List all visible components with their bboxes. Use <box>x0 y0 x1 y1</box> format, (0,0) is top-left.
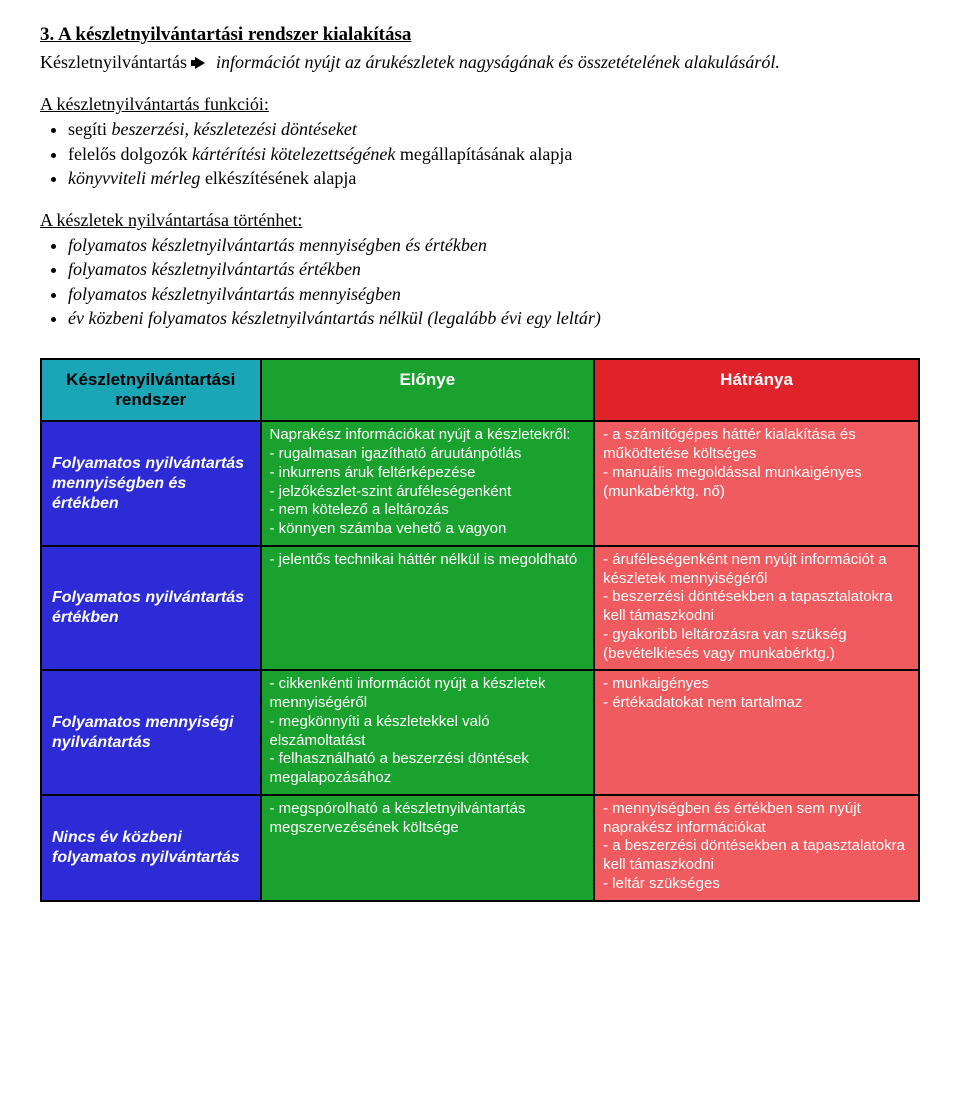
comparison-table: Készletnyilvántartási rendszer Előnye Há… <box>40 358 920 901</box>
list-item: folyamatos készletnyilvántartás mennyisé… <box>68 233 920 257</box>
table-row: Nincs év közbeni folyamatos nyilvántartá… <box>41 795 919 901</box>
advantage-cell: - cikkenkénti információt nyújt a készle… <box>261 670 595 795</box>
list-item: folyamatos készletnyilvántartás értékben <box>68 257 920 281</box>
list-item: év közbeni folyamatos készletnyilvántart… <box>68 306 920 330</box>
disadvantage-cell: - a számítógépes háttér kialakítása és m… <box>594 421 919 546</box>
list-item: felelős dolgozók kártérítési kötelezetts… <box>68 142 920 166</box>
table-header-row: Készletnyilvántartási rendszer Előnye Há… <box>41 359 919 421</box>
table-row: Folyamatos nyilvántartás mennyiségben és… <box>41 421 919 546</box>
row-label: Folyamatos nyilvántartás értékben <box>41 546 261 671</box>
intro-paragraph: Készletnyilvántartás információt nyújt a… <box>40 50 920 74</box>
header-advantage: Előnye <box>261 359 595 421</box>
row-label: Folyamatos nyilvántartás mennyiségben és… <box>41 421 261 546</box>
header-system: Készletnyilvántartási rendszer <box>41 359 261 421</box>
methods-heading: A készletek nyilvántartása történhet: <box>40 210 920 231</box>
advantage-cell: - jelentős technikai háttér nélkül is me… <box>261 546 595 671</box>
arrow-icon <box>195 57 205 69</box>
disadvantage-cell: - mennyiségben és értékben sem nyújt nap… <box>594 795 919 901</box>
table-row: Folyamatos mennyiségi nyilvántartás- cik… <box>41 670 919 795</box>
section-heading: 3. A készletnyilvántartási rendszer kial… <box>40 24 920 46</box>
disadvantage-cell: - munkaigényes- értékadatokat nem tartal… <box>594 670 919 795</box>
intro-text: információt nyújt az árukészletek nagysá… <box>216 52 780 72</box>
list-item: folyamatos készletnyilvántartás mennyisé… <box>68 282 920 306</box>
advantage-cell: - megspórolható a készletnyilvántartás m… <box>261 795 595 901</box>
table-row: Folyamatos nyilvántartás értékben- jelen… <box>41 546 919 671</box>
table-body: Folyamatos nyilvántartás mennyiségben és… <box>41 421 919 900</box>
disadvantage-cell: - áruféleségenként nem nyújt információt… <box>594 546 919 671</box>
row-label: Nincs év közbeni folyamatos nyilvántartá… <box>41 795 261 901</box>
functions-list: segíti beszerzési, készletezési döntések… <box>40 117 920 190</box>
intro-lead: Készletnyilvántartás <box>40 52 187 72</box>
list-item: segíti beszerzési, készletezési döntések… <box>68 117 920 141</box>
header-disadvantage: Hátránya <box>594 359 919 421</box>
advantage-cell: Naprakész információkat nyújt a készlete… <box>261 421 595 546</box>
functions-heading: A készletnyilvántartás funkciói: <box>40 94 920 115</box>
list-item: könyvviteli mérleg elkészítésének alapja <box>68 166 920 190</box>
row-label: Folyamatos mennyiségi nyilvántartás <box>41 670 261 795</box>
methods-list: folyamatos készletnyilvántartás mennyisé… <box>40 233 920 330</box>
